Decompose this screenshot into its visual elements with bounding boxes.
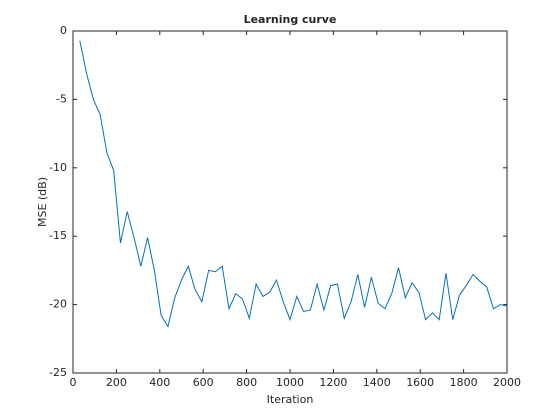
y-tick-label: -20 — [49, 298, 67, 311]
y-tick-label: -25 — [49, 366, 67, 379]
x-tick-label: 1400 — [363, 376, 391, 389]
x-tick-label: 800 — [236, 376, 257, 389]
x-tick-label: 1600 — [406, 376, 434, 389]
x-tick-label: 600 — [193, 376, 214, 389]
y-axis-label: MSE (dB) — [36, 177, 49, 227]
x-tick-label: 400 — [149, 376, 170, 389]
x-tick-label: 0 — [70, 376, 77, 389]
x-tick-label: 1800 — [450, 376, 478, 389]
x-tick-label: 1000 — [276, 376, 304, 389]
x-tick-label: 2000 — [493, 376, 521, 389]
axes-box — [72, 30, 508, 374]
chart-title: Learning curve — [244, 13, 337, 26]
x-axis-label: Iteration — [267, 393, 314, 406]
y-tick-label: -5 — [56, 92, 67, 105]
y-tick-label: -10 — [49, 161, 67, 174]
x-tick-label: 1200 — [319, 376, 347, 389]
y-tick-label: 0 — [60, 24, 67, 37]
data-line — [79, 40, 508, 328]
x-tick-label: 200 — [106, 376, 127, 389]
y-tick-label: -15 — [49, 229, 67, 242]
